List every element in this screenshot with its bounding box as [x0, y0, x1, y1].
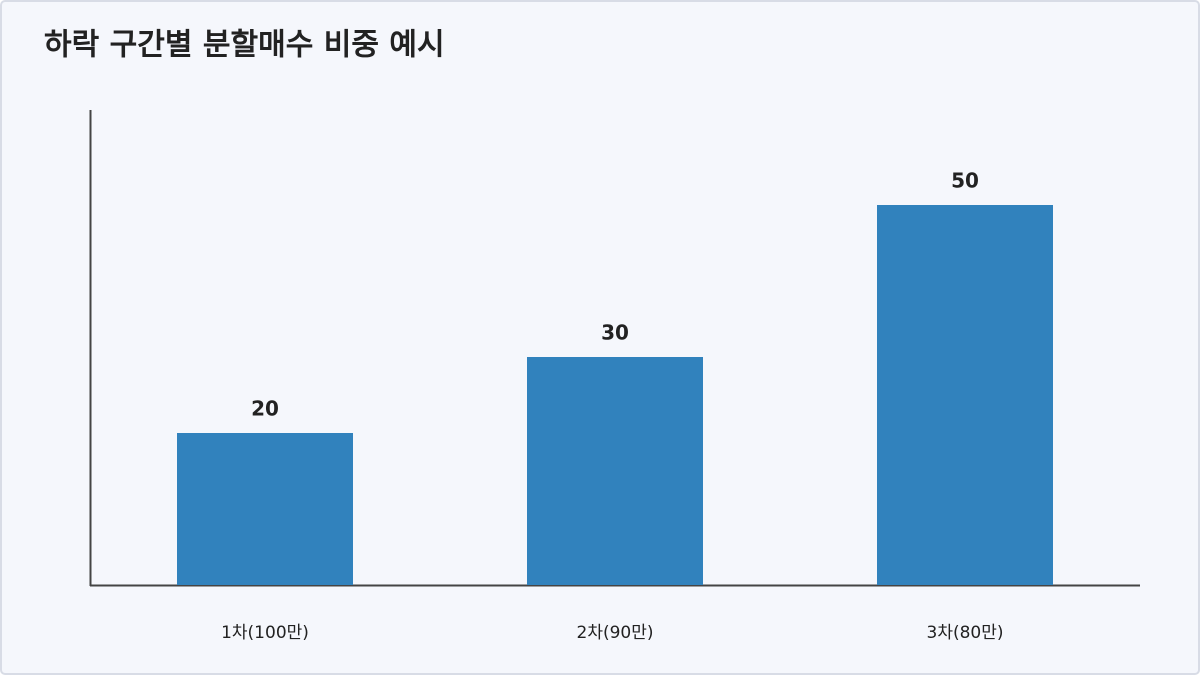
bar [527, 357, 703, 585]
bar [177, 433, 353, 585]
chart-title: 하락 구간별 분할매수 비중 예시 [44, 28, 445, 63]
x-tick-label: 2차(90만) [577, 623, 654, 643]
x-tick-label: 3차(80만) [927, 623, 1004, 643]
value-label: 30 [601, 321, 629, 345]
value-label: 20 [251, 397, 279, 421]
bar [877, 205, 1053, 585]
value-label: 50 [951, 169, 979, 193]
x-tick-label: 1차(100만) [221, 623, 309, 643]
